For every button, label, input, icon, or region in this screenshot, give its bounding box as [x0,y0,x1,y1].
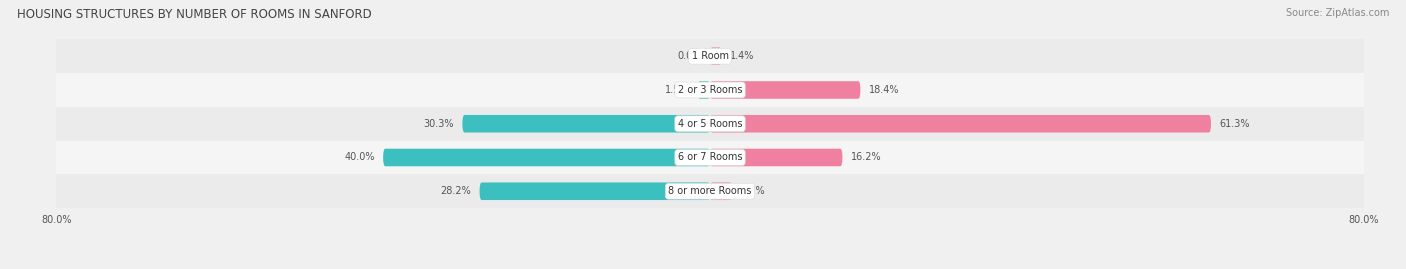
Text: 2 or 3 Rooms: 2 or 3 Rooms [678,85,742,95]
Text: 18.4%: 18.4% [869,85,898,95]
Bar [56,141,1364,174]
Text: 2.7%: 2.7% [741,186,765,196]
Text: Source: ZipAtlas.com: Source: ZipAtlas.com [1285,8,1389,18]
Bar [56,73,1364,107]
Text: 1.4%: 1.4% [730,51,754,61]
FancyBboxPatch shape [479,182,710,200]
FancyBboxPatch shape [710,81,860,99]
Text: HOUSING STRUCTURES BY NUMBER OF ROOMS IN SANFORD: HOUSING STRUCTURES BY NUMBER OF ROOMS IN… [17,8,371,21]
Text: 6 or 7 Rooms: 6 or 7 Rooms [678,153,742,162]
FancyBboxPatch shape [382,149,710,166]
FancyBboxPatch shape [463,115,710,133]
Bar [56,107,1364,141]
Text: 40.0%: 40.0% [344,153,375,162]
Bar [56,174,1364,208]
Text: 1 Room: 1 Room [692,51,728,61]
FancyBboxPatch shape [697,81,710,99]
FancyBboxPatch shape [710,47,721,65]
FancyBboxPatch shape [710,182,733,200]
FancyBboxPatch shape [710,115,1211,133]
Text: 1.5%: 1.5% [665,85,689,95]
Text: 16.2%: 16.2% [851,153,882,162]
Text: 0.0%: 0.0% [678,51,702,61]
Bar [56,39,1364,73]
Text: 61.3%: 61.3% [1219,119,1250,129]
Text: 8 or more Rooms: 8 or more Rooms [668,186,752,196]
Text: 4 or 5 Rooms: 4 or 5 Rooms [678,119,742,129]
Text: 28.2%: 28.2% [440,186,471,196]
Text: 30.3%: 30.3% [423,119,454,129]
FancyBboxPatch shape [710,149,842,166]
